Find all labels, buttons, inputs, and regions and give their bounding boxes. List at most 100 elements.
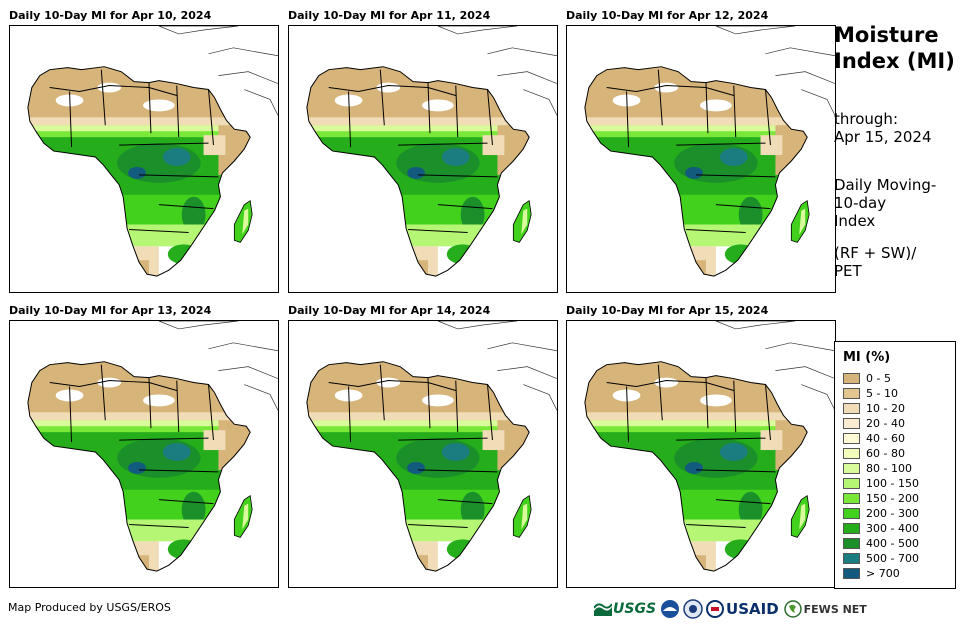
through-date: through: Apr 15, 2024 — [834, 110, 932, 146]
country-borders — [328, 69, 498, 233]
legend-swatch — [843, 433, 860, 444]
legend-label: 0 - 5 — [866, 372, 891, 385]
map-panel-apr12 — [566, 25, 836, 293]
legend-rows: 0 - 5 5 - 10 10 - 20 20 - 40 40 - 60 60 - 80 8… — [835, 371, 955, 581]
africa-coastline — [27, 361, 251, 572]
usgs-logo-text: USGS — [613, 601, 657, 617]
legend-item: 500 - 700 — [843, 551, 955, 566]
usaid-logo-text: USAID — [726, 600, 779, 618]
legend-label: 40 - 60 — [866, 432, 905, 445]
africa-map — [584, 26, 835, 277]
africa-coastline — [306, 361, 530, 572]
africa-map — [306, 321, 557, 572]
legend-item: 20 - 40 — [843, 416, 955, 431]
map-panel-apr10 — [9, 25, 279, 293]
neighbor-outline — [437, 321, 557, 411]
map-panel-apr15 — [566, 320, 836, 588]
legend-swatch — [843, 478, 860, 489]
legend: MI (%) 0 - 5 5 - 10 10 - 20 20 - 40 40 - 60 6… — [834, 341, 956, 589]
usgs-wave-icon — [594, 603, 612, 616]
madagascar — [790, 495, 810, 538]
legend-label: 80 - 100 — [866, 462, 912, 475]
legend-item: 10 - 20 — [843, 401, 955, 416]
doc-seal-icon — [683, 599, 703, 619]
africa-coastline — [27, 66, 251, 277]
legend-label: 200 - 300 — [866, 507, 919, 520]
legend-label: > 700 — [866, 567, 900, 580]
madagascar — [512, 495, 532, 538]
legend-swatch — [843, 538, 860, 549]
legend-item: 60 - 80 — [843, 446, 955, 461]
legend-swatch — [843, 568, 860, 579]
legend-swatch — [843, 508, 860, 519]
legend-label: 150 - 200 — [866, 492, 919, 505]
legend-item: 150 - 200 — [843, 491, 955, 506]
country-borders — [49, 364, 219, 528]
africa-map — [306, 26, 557, 277]
legend-swatch — [843, 463, 860, 474]
legend-item: 0 - 5 — [843, 371, 955, 386]
africa-coastline — [306, 66, 530, 277]
legend-item: 400 - 500 — [843, 536, 955, 551]
legend-swatch — [843, 403, 860, 414]
legend-label: 10 - 20 — [866, 402, 905, 415]
globe-icon — [783, 600, 802, 618]
legend-label: 20 - 40 — [866, 417, 905, 430]
neighbor-outline — [715, 26, 835, 116]
africa-map — [27, 26, 278, 277]
panel-title-5: Daily 10-Day MI for Apr 14, 2024 — [288, 304, 491, 317]
madagascar — [790, 200, 810, 243]
panel-title-3: Daily 10-Day MI for Apr 12, 2024 — [566, 9, 769, 22]
africa-map — [584, 321, 835, 572]
panel-title-6: Daily 10-Day MI for Apr 15, 2024 — [566, 304, 769, 317]
index-description: Daily Moving- 10-day Index — [834, 176, 937, 230]
legend-swatch — [843, 373, 860, 384]
africa-map — [27, 321, 278, 572]
fews-net-text: FEWS NET — [803, 602, 867, 616]
fews-net-logo: FEWS NET — [783, 600, 867, 618]
legend-label: 100 - 150 — [866, 477, 919, 490]
panel-title-1: Daily 10-Day MI for Apr 10, 2024 — [9, 9, 212, 22]
africa-coastline — [584, 361, 808, 572]
legend-swatch — [843, 388, 860, 399]
madagascar — [233, 495, 253, 538]
legend-item: 300 - 400 — [843, 521, 955, 536]
africa-coastline — [584, 66, 808, 277]
legend-item: 200 - 300 — [843, 506, 955, 521]
usaid-seal-icon — [706, 600, 725, 618]
formula-text: (RF + SW)/ PET — [834, 244, 917, 280]
usgs-logo: USGS — [594, 601, 656, 617]
legend-label: 400 - 500 — [866, 537, 919, 550]
noaa-logo-icon — [661, 600, 680, 618]
panel-title-4: Daily 10-Day MI for Apr 13, 2024 — [9, 304, 212, 317]
legend-swatch — [843, 523, 860, 534]
legend-item: 5 - 10 — [843, 386, 955, 401]
madagascar — [512, 200, 532, 243]
country-borders — [606, 69, 776, 233]
usaid-logo: USAID — [706, 600, 779, 618]
country-borders — [328, 364, 498, 528]
legend-swatch — [843, 553, 860, 564]
legend-label: 5 - 10 — [866, 387, 898, 400]
madagascar — [233, 200, 253, 243]
panel-title-2: Daily 10-Day MI for Apr 11, 2024 — [288, 9, 491, 22]
neighbor-outline — [158, 26, 278, 116]
map-panel-apr13 — [9, 320, 279, 588]
legend-label: 500 - 700 — [866, 552, 919, 565]
country-borders — [49, 69, 219, 233]
legend-item: 100 - 150 — [843, 476, 955, 491]
legend-label: 300 - 400 — [866, 522, 919, 535]
legend-swatch — [843, 448, 860, 459]
legend-title: MI (%) — [843, 350, 891, 365]
map-panel-apr11 — [288, 25, 558, 293]
legend-item: 80 - 100 — [843, 461, 955, 476]
logo-strip: USGS USAID FEWS NET — [594, 598, 867, 620]
legend-label: 60 - 80 — [866, 447, 905, 460]
legend-swatch — [843, 418, 860, 429]
legend-item: 40 - 60 — [843, 431, 955, 446]
legend-item: > 700 — [843, 566, 955, 581]
legend-swatch — [843, 493, 860, 504]
country-borders — [606, 364, 776, 528]
main-title: Moisture Index (MI) — [834, 23, 955, 73]
map-panel-apr14 — [288, 320, 558, 588]
